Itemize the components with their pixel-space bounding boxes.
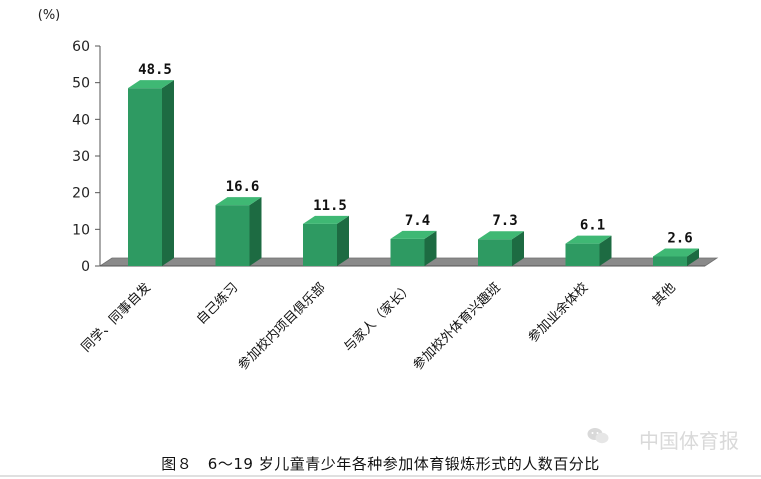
bar (565, 243, 600, 266)
bar-top (128, 80, 174, 89)
bar-chart: (%) 0 10 20 30 40 50 60 48.5 同学、同事自发 16.6 自己练习 11.5 参… (38, 8, 719, 374)
bar-side (512, 231, 524, 266)
bar-side (337, 215, 349, 266)
data-label: 16.6 (226, 179, 260, 195)
data-label: 48.5 (138, 62, 172, 78)
bar (128, 88, 162, 267)
bar-top (653, 248, 699, 257)
y-tick-label: 20 (72, 186, 90, 202)
y-tick-label: 40 (72, 112, 90, 128)
bar-top (303, 215, 349, 224)
y-unit-label: (%) (38, 8, 61, 23)
x-tick-label: 与家人（家长） (341, 280, 417, 356)
bar (215, 205, 250, 266)
bar-side (249, 197, 262, 266)
divider (0, 475, 761, 477)
bar-side (599, 235, 612, 266)
y-tick-label: 30 (72, 149, 90, 165)
y-tick-label: 60 (72, 39, 90, 55)
bar (303, 223, 337, 266)
data-label: 7.4 (405, 213, 430, 229)
x-tick-label: 其他 (650, 280, 679, 309)
x-tick-label: 参加校内项目俱乐部 (235, 280, 329, 374)
data-label: 7.3 (492, 213, 517, 229)
bar-side (687, 248, 699, 266)
bar-top (565, 235, 612, 244)
bar-top (390, 230, 437, 239)
x-tick-label: 同学、同事自发 (78, 280, 154, 356)
y-tick-label: 10 (72, 222, 90, 238)
bar (653, 256, 687, 266)
data-label: 6.1 (580, 218, 605, 234)
watermark-text: 中国体育报 (639, 429, 739, 453)
bar (390, 238, 425, 266)
data-label: 2.6 (667, 230, 692, 246)
figure-caption: 图８ 6～19 岁儿童青少年各种参加体育锻炼形式的人数百分比 (161, 455, 600, 473)
bar-top (478, 231, 524, 240)
bar-side (424, 230, 437, 266)
x-tick-label: 参加业余体校 (525, 280, 591, 346)
bar-top (215, 197, 262, 206)
x-tick-label: 自己练习 (194, 280, 241, 327)
data-label: 11.5 (313, 198, 347, 214)
x-tick-label: 参加校外体育兴趣班 (410, 280, 504, 374)
y-tick-label: 0 (81, 259, 90, 275)
bar-side (162, 80, 174, 267)
wechat-icon (587, 428, 609, 444)
bar (478, 239, 512, 266)
y-tick-label: 50 (72, 76, 90, 92)
